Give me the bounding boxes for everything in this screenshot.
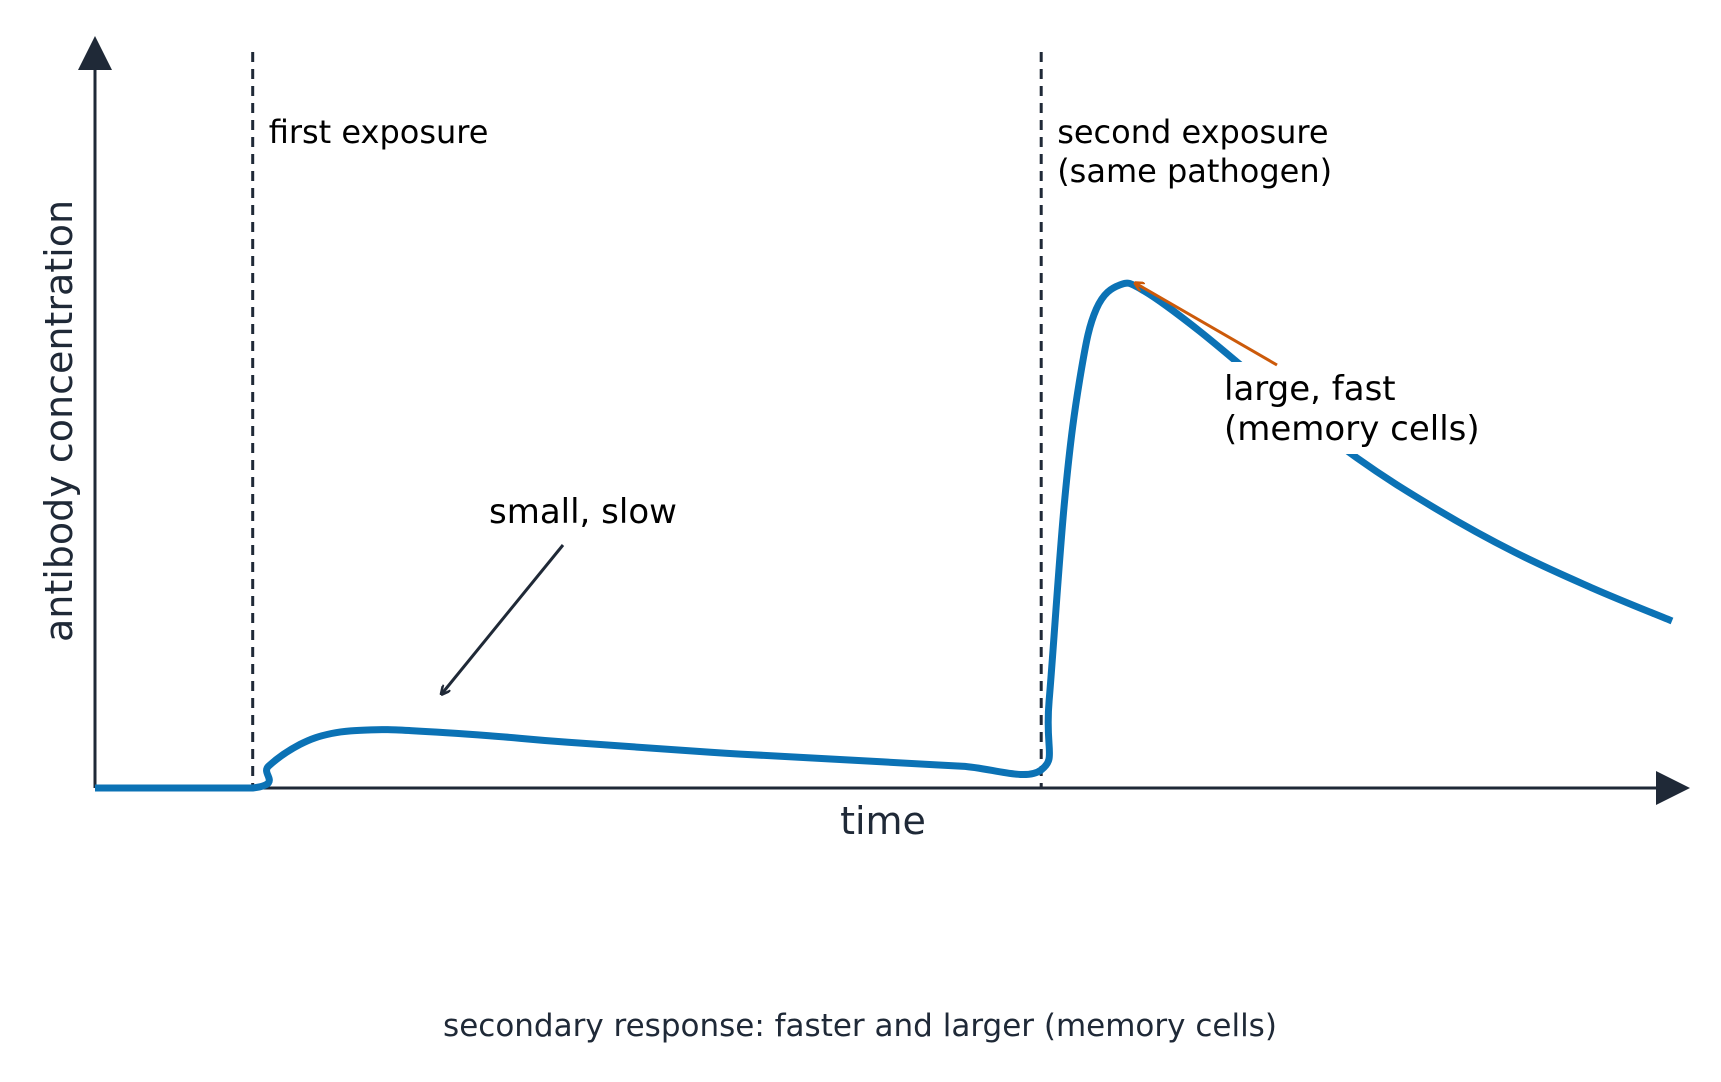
chart-caption: secondary response: faster and larger (m…	[443, 1008, 1277, 1044]
y-axis-label: antibody concentration	[37, 200, 81, 642]
antibody-response-line	[95, 279, 1674, 792]
second-exposure-sublabel: (same pathogen)	[1057, 152, 1332, 190]
large-fast-label: large, fast	[1224, 369, 1396, 409]
large-fast-sublabel: (memory cells)	[1224, 409, 1480, 449]
large-fast-label-background	[1215, 362, 1505, 454]
x-axis-arrowhead	[1656, 771, 1690, 805]
large-fast-arrow	[1136, 283, 1278, 367]
y-axis-arrowhead	[78, 36, 112, 70]
small-slow-label: small, slow	[489, 492, 677, 532]
second-exposure-label: second exposure	[1057, 113, 1328, 151]
small-slow-arrow	[442, 544, 565, 694]
first-exposure-label: first exposure	[269, 113, 489, 151]
x-axis-label: time	[840, 799, 926, 843]
